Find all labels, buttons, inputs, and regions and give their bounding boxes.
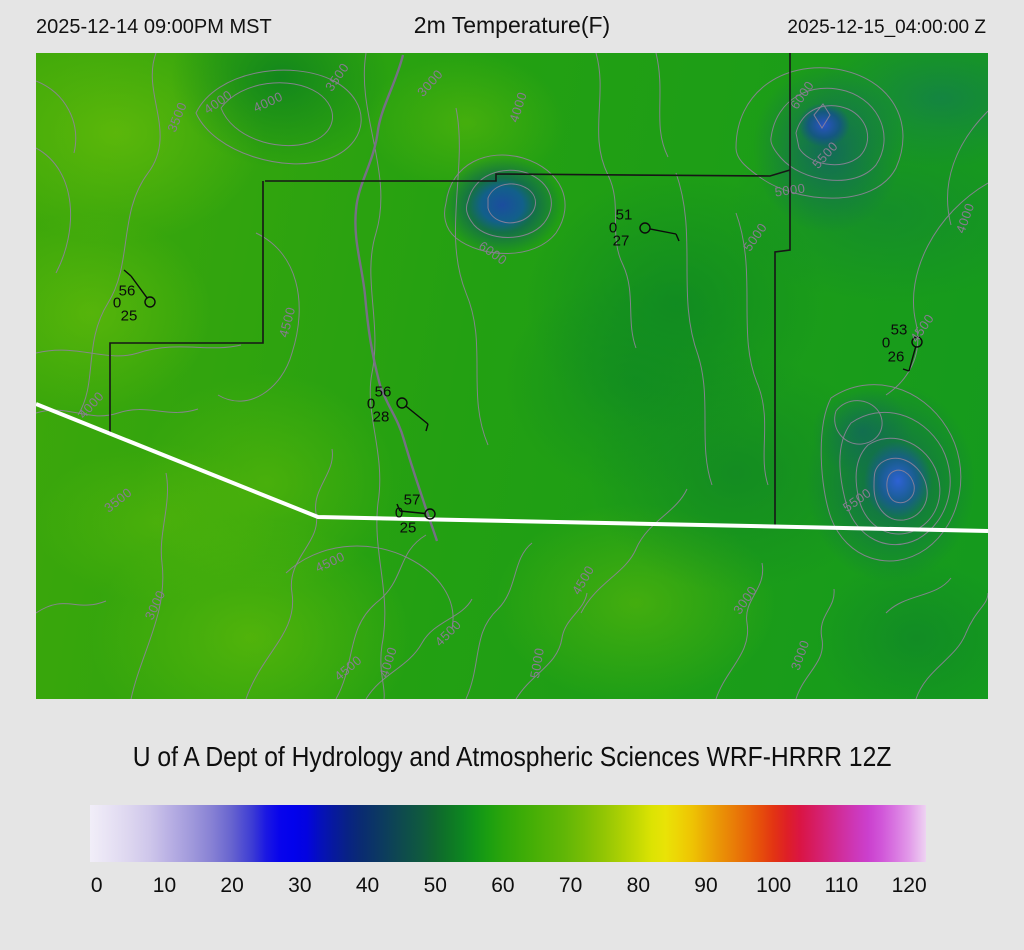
colorbar-tick-label: 40 (355, 874, 380, 897)
colorbar-tick-label: 110 (824, 874, 859, 897)
station-dewpoint: 25 (400, 520, 417, 537)
station-left-value: 0 (113, 295, 121, 312)
river-line (354, 54, 439, 542)
temperature-field (36, 53, 988, 699)
station-left-value: 0 (609, 220, 617, 237)
station-left-value: 0 (395, 505, 403, 522)
wind-barb-flag (902, 368, 910, 372)
credit-caption: U of A Dept of Hydrology and Atmospheric… (0, 741, 1024, 773)
wind-barb-shaft (405, 405, 429, 425)
colorbar-tick-label: 30 (288, 874, 312, 897)
station-temperature: 57 (404, 492, 421, 509)
contour-lines (36, 53, 988, 699)
station-dewpoint: 26 (888, 349, 905, 366)
wind-barb-shaft (908, 346, 917, 372)
colorbar-tick-label: 90 (694, 874, 718, 897)
temperature-map: 56 0 25 51 0 27 56 0 28 57 0 25 53 0 26 3500 4000 4000 35… (36, 53, 988, 699)
station-circle (396, 397, 408, 409)
station-circle (144, 296, 156, 308)
wind-barb-flag (675, 233, 680, 242)
colorbar-tick-label: 50 (423, 874, 447, 897)
colorbar-tick-label: 60 (491, 874, 515, 897)
station-temperature: 56 (119, 283, 136, 300)
wind-barb-shaft (130, 275, 148, 299)
county-boundaries (109, 53, 791, 528)
station-temperature: 51 (616, 207, 633, 224)
colorbar-tick-label: 100 (756, 874, 792, 897)
station-left-value: 0 (882, 335, 890, 352)
wind-barb-shaft (399, 510, 426, 515)
colorbar-ticks: 0 10 20 30 40 50 60 70 80 90 100 110 120 (90, 874, 927, 898)
colorbar-tick-label: 0 (90, 874, 103, 897)
station-dewpoint: 28 (373, 409, 390, 426)
station-circle (911, 336, 923, 348)
colorbar-tick-label: 70 (558, 874, 583, 897)
station-circle (424, 508, 436, 520)
wind-barb-shaft (649, 228, 677, 235)
wind-barb-flag (123, 269, 132, 277)
station-dewpoint: 25 (121, 308, 138, 325)
wind-barb-flag (396, 503, 401, 512)
station-dewpoint: 27 (613, 233, 630, 250)
wind-barb-flag (425, 423, 429, 432)
highway-line (36, 402, 988, 533)
station-temperature: 53 (891, 322, 908, 339)
station-left-value: 0 (367, 396, 375, 413)
init-time-label: 2025-12-14 09:00PM MST (36, 16, 272, 38)
colorbar-tick-label: 20 (220, 874, 244, 897)
colorbar-tick-label: 10 (152, 874, 177, 897)
credit-caption-text: U of A Dept of Hydrology and Atmospheric… (132, 741, 892, 772)
valid-time-label: 2025-12-15_04:00:00 Z (787, 17, 986, 38)
map-title: 2m Temperature(F) (413, 12, 611, 38)
station-temperature: 56 (375, 384, 392, 401)
station-circle (639, 222, 651, 234)
colorbar-tick-label: 120 (891, 874, 927, 897)
colorbar-tick-label: 80 (626, 874, 651, 897)
colorbar-gradient (90, 805, 926, 862)
